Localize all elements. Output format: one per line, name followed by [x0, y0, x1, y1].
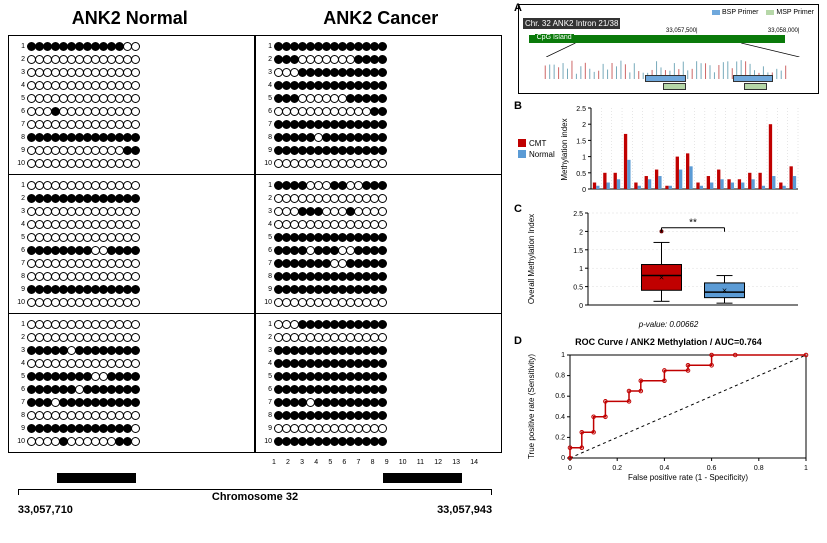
chromosome-label: Chromosome 32	[212, 491, 298, 503]
cpg-region-bar	[383, 473, 462, 483]
cpg-position-numbers: 1234567891011121314	[260, 459, 492, 466]
track-title: Chr. 32 ANK2 Intron 21/38	[523, 18, 620, 29]
svg-text:2: 2	[582, 122, 586, 129]
panel-B: B CMT Normal 00.511.522.5Methylation ind…	[518, 102, 819, 197]
msp-primer-bar	[744, 83, 767, 90]
svg-text:0: 0	[568, 465, 572, 472]
svg-text:0.8: 0.8	[754, 465, 764, 472]
chromosome-line	[18, 489, 492, 490]
svg-text:0.2: 0.2	[555, 434, 565, 441]
svg-text:0.4: 0.4	[660, 465, 670, 472]
svg-text:0: 0	[561, 455, 565, 462]
gene-track: BSP Primer MSP Primer Chr. 32 ANK2 Intro…	[518, 4, 819, 94]
svg-text:**: **	[689, 218, 697, 229]
bsp-primer-bar	[733, 75, 774, 82]
lollipop-grids: 1234567891012345678910123456789101234567…	[4, 35, 506, 453]
legend-cmt: CMT	[529, 139, 546, 148]
bsp-primer-bar	[645, 75, 686, 82]
svg-text:1: 1	[804, 465, 808, 472]
panel-C: C 00.511.522.5××**Overall Methylation In…	[518, 205, 819, 329]
coord-left: 33,057,710	[18, 504, 73, 516]
svg-text:×: ×	[659, 272, 664, 282]
bisulfite-panel: ANK2 Normal ANK2 Cancer 1234567891012345…	[0, 0, 510, 543]
title-cancer: ANK2 Cancer	[323, 8, 438, 29]
title-normal: ANK2 Normal	[72, 8, 188, 29]
methylation-bar-chart: 0 0.5 1 1.5 2 2.5 Methylation index	[557, 102, 802, 197]
svg-text:0.2: 0.2	[612, 465, 622, 472]
svg-text:0.5: 0.5	[576, 171, 586, 178]
analysis-panel: A BSP Primer MSP Primer Chr. 32 ANK2 Int…	[510, 0, 827, 543]
svg-text:2: 2	[579, 229, 583, 236]
svg-text:1: 1	[561, 352, 565, 359]
svg-text:0.4: 0.4	[555, 414, 565, 421]
svg-text:0: 0	[582, 187, 586, 194]
p-value-text: p-value: 0.00662	[518, 320, 819, 329]
svg-text:1.5: 1.5	[573, 248, 583, 255]
roc-curve: 00 0.2 0.2 0.4 0.4 0.6 0.6 0.8 0.8 1 1 False positi…	[518, 349, 818, 484]
panel-A: A BSP Primer MSP Primer Chr. 32 ANK2 Int…	[518, 4, 819, 94]
panel-a-legend: BSP Primer MSP Primer	[523, 9, 814, 16]
svg-text:1: 1	[579, 266, 583, 273]
cpg-region-bar	[57, 473, 136, 483]
svg-text:0.8: 0.8	[555, 373, 565, 380]
coord-right: 33,057,943	[437, 504, 492, 516]
svg-text:1: 1	[582, 155, 586, 162]
svg-text:False positive rate (1 - Speci: False positive rate (1 - Specificity)	[628, 473, 748, 482]
panel-D: D ROC Curve / ANK2 Methylation / AUC=0.7…	[518, 337, 819, 489]
svg-text:0: 0	[579, 303, 583, 310]
msp-primer-swatch	[766, 10, 774, 15]
svg-text:×: ×	[722, 285, 727, 295]
svg-text:2.5: 2.5	[573, 211, 583, 218]
svg-text:0.6: 0.6	[707, 465, 717, 472]
boxplot: 0 0.5 1 1.5 2 2.5 × × ** Overall Methylation Inde…	[518, 205, 818, 313]
bsp-primer-swatch	[712, 10, 720, 15]
legend-normal: Normal	[529, 150, 555, 159]
svg-text:2.5: 2.5	[576, 106, 586, 113]
svg-text:True positive rate (Sensitivit: True positive rate (Sensitivity)	[527, 354, 536, 459]
cpg-island-label: CpG Island	[535, 34, 574, 41]
svg-text:Overall Methylation Index: Overall Methylation Index	[527, 214, 536, 304]
roc-title: ROC Curve / ANK2 Methylation / AUC=0.764	[518, 337, 819, 347]
svg-text:0.6: 0.6	[555, 393, 565, 400]
msp-primer-bar	[663, 83, 686, 90]
svg-text:Methylation index: Methylation index	[560, 118, 569, 180]
svg-text:0.5: 0.5	[573, 285, 583, 292]
chromosome-footer: 1234567891011121314 Chromosome 32 33,057…	[8, 459, 502, 519]
svg-text:1.5: 1.5	[576, 138, 586, 145]
